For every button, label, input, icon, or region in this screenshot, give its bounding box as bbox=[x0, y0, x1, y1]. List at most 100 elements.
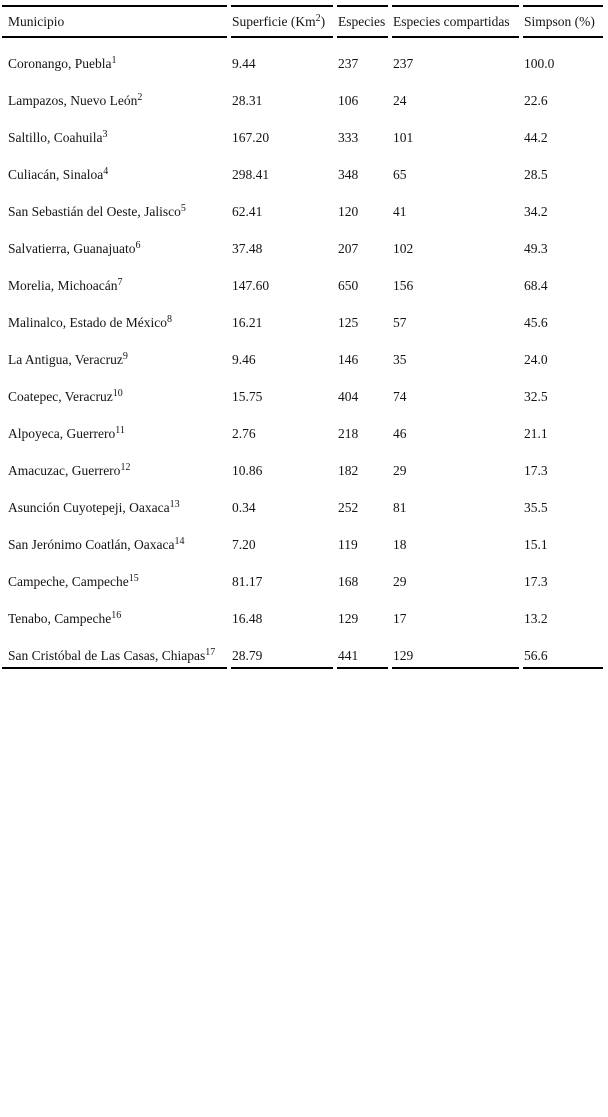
compartidas-cell: 57 bbox=[393, 315, 407, 330]
header-label-superficie: Superficie (Km bbox=[232, 13, 316, 29]
superficie-cell: 0.34 bbox=[232, 500, 256, 515]
municipio-cell: Morelia, Michoacán7 bbox=[2, 260, 227, 297]
compartidas-cell: 29 bbox=[393, 574, 407, 589]
table-row: Coatepec, Veracruz10 15.75 404 74 32.5 bbox=[2, 371, 603, 408]
table-row: Coronango, Puebla1 9.44 237 237 100.0 bbox=[2, 38, 603, 75]
superficie-cell: 10.86 bbox=[232, 463, 263, 478]
municipio-cell: Malinalco, Estado de México8 bbox=[2, 297, 227, 334]
municipio-name: La Antigua, Veracruz bbox=[8, 352, 123, 367]
header-label-municipio: Municipio bbox=[8, 13, 65, 29]
header-label-especies: Especies bbox=[338, 13, 386, 29]
especies-cell: 120 bbox=[338, 204, 359, 219]
municipio-name: Amacuzac, Guerrero bbox=[8, 463, 121, 478]
compartidas-cell: 101 bbox=[393, 130, 414, 145]
table-row: Culiacán, Sinaloa4 298.41 348 65 28.5 bbox=[2, 149, 603, 186]
municipio-cell: San Sebastián del Oeste, Jalisco5 bbox=[2, 186, 227, 223]
compartidas-cell: 102 bbox=[393, 241, 414, 256]
table-row: La Antigua, Veracruz9 9.46 146 35 24.0 bbox=[2, 334, 603, 371]
simpson-cell: 17.3 bbox=[524, 463, 548, 478]
municipio-cell: La Antigua, Veracruz9 bbox=[2, 334, 227, 371]
table-row: Amacuzac, Guerrero12 10.86 182 29 17.3 bbox=[2, 445, 603, 482]
footnote-marker: 4 bbox=[103, 166, 109, 177]
simpson-cell: 28.5 bbox=[524, 167, 548, 182]
municipio-cell: San Jerónimo Coatlán, Oaxaca14 bbox=[2, 519, 227, 556]
footnote-marker: 12 bbox=[120, 462, 131, 473]
simpson-cell: 13.2 bbox=[524, 611, 548, 626]
footnote-marker: 6 bbox=[135, 240, 141, 251]
footnote-marker: 9 bbox=[122, 351, 128, 362]
municipio-cell: Alpoyeca, Guerrero11 bbox=[2, 408, 227, 445]
col-header-simpson: Simpson (%) bbox=[523, 5, 603, 38]
especies-cell: 125 bbox=[338, 315, 359, 330]
especies-cell: 333 bbox=[338, 130, 359, 145]
simpson-cell: 100.0 bbox=[524, 56, 555, 71]
col-header-especies-compartidas: Especies compartidas bbox=[392, 5, 519, 38]
footnote-marker: 8 bbox=[166, 314, 172, 325]
table-row: Tenabo, Campeche16 16.48 129 17 13.2 bbox=[2, 593, 603, 630]
table-row: Malinalco, Estado de México8 16.21 125 5… bbox=[2, 297, 603, 334]
superficie-cell: 2.76 bbox=[232, 426, 256, 441]
compartidas-cell: 81 bbox=[393, 500, 407, 515]
simpson-cell: 68.4 bbox=[524, 278, 548, 293]
municipio-cell: Salvatierra, Guanajuato6 bbox=[2, 223, 227, 260]
col-header-municipio: Municipio bbox=[2, 5, 227, 38]
footnote-marker: 3 bbox=[102, 129, 108, 140]
footnote-marker: 7 bbox=[117, 277, 123, 288]
simpson-cell: 22.6 bbox=[524, 93, 548, 108]
compartidas-cell: 46 bbox=[393, 426, 407, 441]
footnote-marker: 13 bbox=[169, 499, 180, 510]
simpson-cell: 15.1 bbox=[524, 537, 548, 552]
municipio-name: San Jerónimo Coatlán, Oaxaca bbox=[8, 537, 175, 552]
header-row: Municipio Superficie (Km2) Especies Espe… bbox=[2, 5, 603, 38]
municipio-cell: Lampazos, Nuevo León2 bbox=[2, 75, 227, 112]
municipio-name: San Sebastián del Oeste, Jalisco bbox=[8, 204, 181, 219]
simpson-cell: 32.5 bbox=[524, 389, 548, 404]
footnote-marker: 1 bbox=[111, 55, 117, 66]
superficie-cell: 298.41 bbox=[232, 167, 270, 182]
municipio-name: Campeche, Campeche bbox=[8, 574, 129, 589]
especies-cell: 218 bbox=[338, 426, 359, 441]
municipio-cell: Tenabo, Campeche16 bbox=[2, 593, 227, 630]
municipio-name: Salvatierra, Guanajuato bbox=[8, 241, 136, 256]
footnote-marker: 10 bbox=[112, 388, 123, 399]
superficie-cell: 147.60 bbox=[232, 278, 270, 293]
footnote-marker: 2 bbox=[137, 92, 143, 103]
col-header-especies: Especies bbox=[337, 5, 388, 38]
especies-cell: 168 bbox=[338, 574, 359, 589]
header-label-simpson: Simpson (%) bbox=[524, 13, 595, 29]
municipio-name: Coronango, Puebla bbox=[8, 56, 112, 71]
header-label-superficie-close: ) bbox=[320, 13, 326, 29]
especies-cell: 207 bbox=[338, 241, 359, 256]
table-row: Alpoyeca, Guerrero11 2.76 218 46 21.1 bbox=[2, 408, 603, 445]
simpson-cell: 45.6 bbox=[524, 315, 548, 330]
compartidas-cell: 29 bbox=[393, 463, 407, 478]
table-row: Morelia, Michoacán7 147.60 650 156 68.4 bbox=[2, 260, 603, 297]
especies-cell: 348 bbox=[338, 167, 359, 182]
superficie-cell: 7.20 bbox=[232, 537, 256, 552]
municipio-cell: Coronango, Puebla1 bbox=[2, 38, 227, 75]
compartidas-cell: 18 bbox=[393, 537, 407, 552]
municipio-cell: San Cristóbal de Las Casas, Chiapas17 bbox=[2, 630, 227, 669]
especies-cell: 182 bbox=[338, 463, 359, 478]
footnote-marker: 14 bbox=[174, 536, 185, 547]
superficie-cell: 16.21 bbox=[232, 315, 263, 330]
table-row: Salvatierra, Guanajuato6 37.48 207 102 4… bbox=[2, 223, 603, 260]
superficie-cell: 167.20 bbox=[232, 130, 270, 145]
especies-cell: 252 bbox=[338, 500, 359, 515]
simpson-cell: 24.0 bbox=[524, 352, 548, 367]
table-row: Lampazos, Nuevo León2 28.31 106 24 22.6 bbox=[2, 75, 603, 112]
especies-cell: 237 bbox=[338, 56, 359, 71]
table-row: Asunción Cuyotepeji, Oaxaca13 0.34 252 8… bbox=[2, 482, 603, 519]
header-label-especies-compartidas: Especies compartidas bbox=[393, 13, 510, 29]
compartidas-cell: 41 bbox=[393, 204, 407, 219]
col-header-superficie: Superficie (Km2) bbox=[231, 5, 333, 38]
simpson-cell: 56.6 bbox=[523, 630, 603, 669]
compartidas-cell: 74 bbox=[393, 389, 407, 404]
table-body: Coronango, Puebla1 9.44 237 237 100.0 La… bbox=[2, 38, 603, 669]
simpson-cell: 35.5 bbox=[524, 500, 548, 515]
compartidas-cell: 237 bbox=[393, 56, 414, 71]
superficie-cell: 9.46 bbox=[232, 352, 256, 367]
superficie-cell: 16.48 bbox=[232, 611, 263, 626]
simpson-cell: 17.3 bbox=[524, 574, 548, 589]
simpson-cell: 49.3 bbox=[524, 241, 548, 256]
